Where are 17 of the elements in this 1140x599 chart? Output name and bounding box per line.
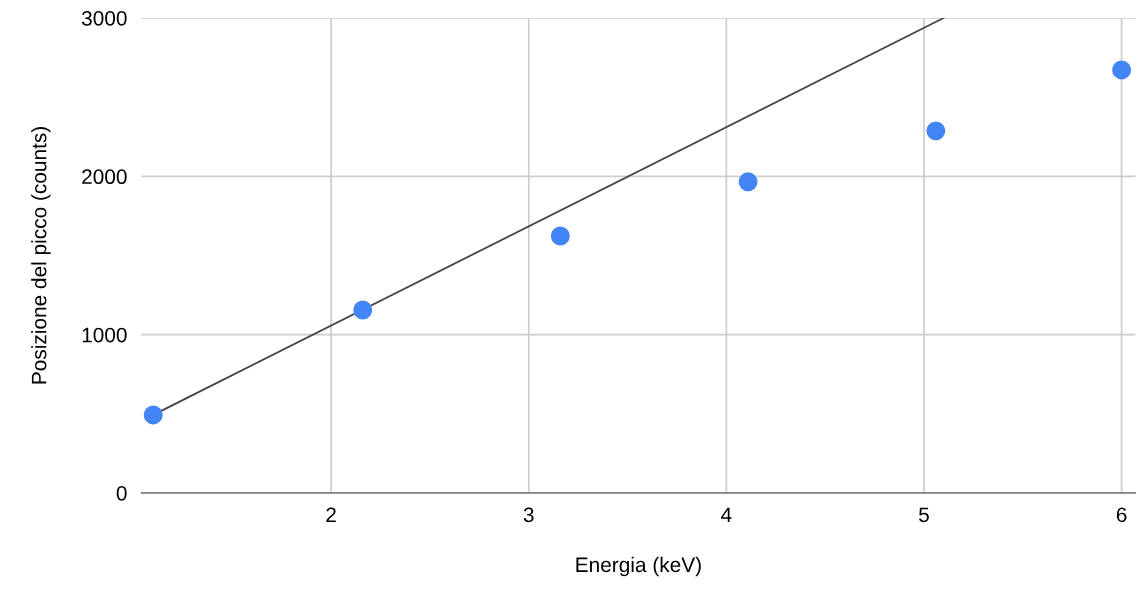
point <box>353 300 373 320</box>
y-tick-label: 2000 <box>82 169 127 185</box>
point <box>1112 60 1132 80</box>
x-tick-label: 4 <box>721 507 732 522</box>
y-tick-label: 1000 <box>82 327 127 343</box>
point <box>550 226 570 246</box>
x-tick-label: 3 <box>523 507 534 523</box>
y-axis-title: Posizione del picco (counts) <box>31 127 51 384</box>
x-tick-label: 2 <box>326 507 336 522</box>
point <box>926 121 946 141</box>
point <box>143 405 163 425</box>
x-tick-label: 5 <box>919 507 929 523</box>
point <box>738 172 758 192</box>
y-tick-label: 3000 <box>81 10 127 26</box>
x-axis-title: Energia (keV) <box>576 556 701 577</box>
y-tick-label: 0 <box>116 485 127 501</box>
x-tick-label: 6 <box>1116 507 1127 523</box>
